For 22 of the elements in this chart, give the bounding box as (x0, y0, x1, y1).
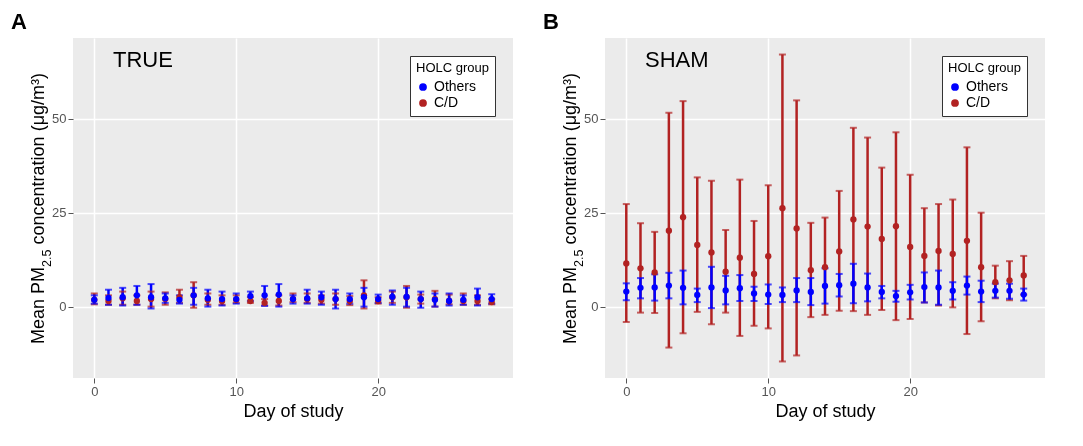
text: B (543, 9, 559, 34)
chart-title: TRUE (113, 47, 173, 72)
x-tick-label: 20 (903, 383, 918, 399)
x-tick-label: 20 (371, 383, 386, 399)
y-tick-label: 50 (52, 111, 67, 127)
legend-label: Others (966, 78, 1009, 94)
x-tick-label: 10 (229, 383, 244, 399)
legend-title: HOLC group (416, 60, 489, 75)
x-tick-label: 0 (91, 383, 99, 399)
y-tick-label: 0 (591, 299, 599, 315)
legend-title: HOLC group (948, 60, 1021, 75)
text: A (11, 9, 27, 34)
chart-title: SHAM (645, 47, 709, 72)
x-tick-label: 0 (623, 383, 631, 399)
y-tick-label: 50 (584, 111, 599, 127)
legend-label: Others (434, 78, 477, 94)
legend-label: C/D (966, 94, 991, 110)
legend-label: C/D (434, 94, 459, 110)
x-tick-label: 10 (761, 383, 776, 399)
x-axis-title: Day of study (775, 400, 876, 421)
y-tick-label: 0 (59, 299, 67, 315)
x-axis-title: Day of study (243, 400, 344, 421)
